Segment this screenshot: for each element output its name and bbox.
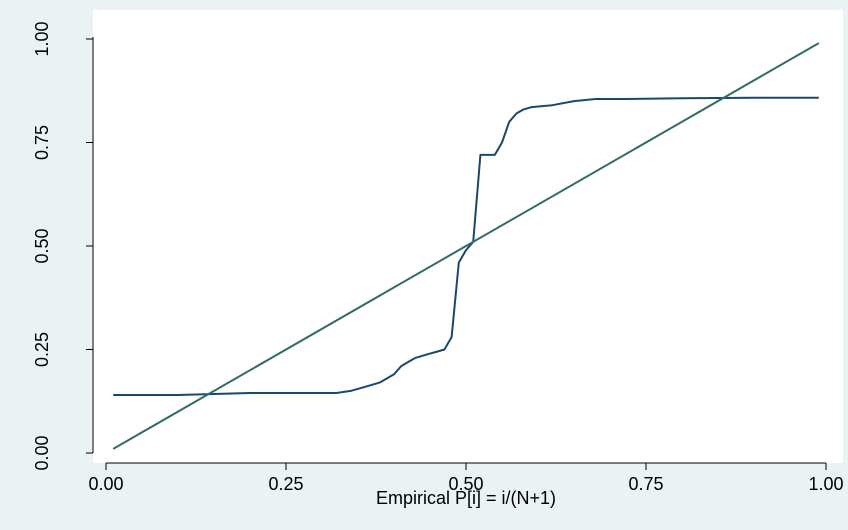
x-tick-label: 1.00 [808, 474, 843, 494]
y-tick-label: 0.75 [32, 125, 52, 160]
reference-line-series [112, 42, 820, 450]
y-tick-label: 1.00 [32, 21, 52, 56]
x-tick-label: 0.75 [628, 474, 663, 494]
y-tick-label: 0.50 [32, 228, 52, 263]
y-axis-ticks: 0.00 0.25 0.50 0.75 1.00 [32, 21, 93, 471]
x-tick-label: 0.00 [88, 474, 123, 494]
y-tick-label: 0.00 [32, 435, 52, 470]
x-axis-label: Empirical P[i] = i/(N+1) [376, 488, 556, 508]
quantile-curve-series [113, 96, 819, 396]
y-tick-label: 0.25 [32, 332, 52, 367]
x-axis-ticks: 0.00 0.25 0.50 0.75 1.00 [88, 463, 844, 494]
series-layer [112, 42, 820, 450]
x-tick-label: 0.25 [268, 474, 303, 494]
x-tick-label: 0.50 [448, 474, 483, 494]
